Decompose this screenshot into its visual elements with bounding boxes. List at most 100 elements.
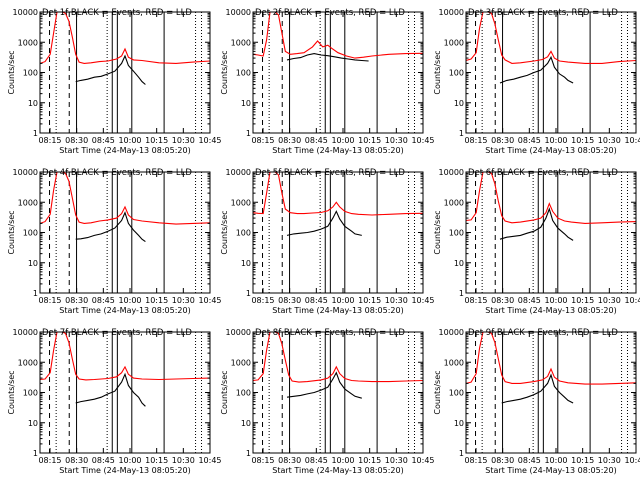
y-tick-label: 1000	[444, 358, 464, 367]
x-tick-label: 10:30	[385, 456, 408, 465]
x-tick-label: 08:45	[305, 296, 328, 305]
y-tick-label: 10	[241, 419, 251, 428]
x-tick-label: 08:30	[65, 456, 88, 465]
x-tick-label: 10:30	[172, 296, 195, 305]
x-tick-label: 08:30	[278, 456, 301, 465]
x-tick-label: 08:30	[278, 136, 301, 145]
y-tick-label: 100	[449, 229, 464, 238]
x-tick-label: 10:15	[145, 296, 168, 305]
y-tick-label: 10000	[226, 8, 251, 17]
events-series-line	[499, 207, 574, 241]
x-tick-label: 08:45	[518, 136, 541, 145]
x-tick-label: 08:15	[464, 456, 487, 465]
panel-title: Det 1f BLACK = Events, RED = LLD	[42, 8, 192, 18]
x-tick-label: 08:15	[38, 296, 61, 305]
x-tick-label: 08:30	[491, 296, 514, 305]
lld-series-line	[466, 172, 636, 224]
y-tick-label: 100	[236, 389, 251, 398]
series-group	[40, 332, 210, 407]
lld-series-line	[40, 12, 210, 64]
detector-panel: 1 10 100 1000 10000 08:15 08:30 08:45 10:00 10:15…	[433, 8, 640, 155]
x-tick-label: 10:15	[358, 296, 381, 305]
y-tick-label: 1	[246, 129, 251, 138]
x-tick-label: 08:15	[464, 296, 487, 305]
y-tick-label: 10000	[439, 168, 464, 177]
y-tick-label: 10000	[13, 8, 38, 17]
x-tick-label: 08:30	[491, 456, 514, 465]
panel-title: Det 8f BLACK = Events, RED = LLD	[255, 328, 405, 338]
y-axis-label: Counts/sec	[433, 210, 442, 254]
y-tick-label: 1000	[231, 358, 251, 367]
y-tick-label: 10	[28, 99, 38, 108]
plot-frame	[39, 171, 211, 294]
y-tick-label: 100	[449, 389, 464, 398]
detector-panel: 1 10 100 1000 10000 08:15 08:30 08:45 10:00 10:15…	[220, 328, 435, 475]
plot-frame	[465, 11, 637, 134]
y-tick-label: 1000	[18, 198, 38, 207]
events-series-line	[499, 55, 574, 84]
panel-title: Det 6f BLACK = Events, RED = LLD	[468, 168, 618, 178]
series-group	[253, 12, 423, 62]
detector-panel: 1 10 100 1000 10000 08:15 08:30 08:45 10:00 10:15…	[7, 328, 222, 475]
y-tick-label: 10	[454, 259, 464, 268]
lld-series-line	[466, 12, 636, 64]
lld-series-line	[253, 172, 423, 216]
x-axis-label: Start Time (24-May-13 08:05:20)	[272, 146, 403, 155]
y-axis-label: Counts/sec	[433, 50, 442, 94]
x-tick-label: 08:45	[92, 456, 115, 465]
x-tick-label: 10:15	[145, 136, 168, 145]
series-group	[466, 172, 636, 241]
panel-title: Det 4f BLACK = Events, RED = LLD	[42, 168, 192, 178]
panel-title: Det 3f BLACK = Events, RED = LLD	[468, 8, 618, 18]
x-axis-label: Start Time (24-May-13 08:05:20)	[59, 306, 190, 315]
events-series-line	[286, 210, 362, 236]
x-axis-label: Start Time (24-May-13 08:05:20)	[59, 466, 190, 475]
y-axis-label: Counts/sec	[7, 50, 16, 94]
x-tick-label: 08:30	[491, 136, 514, 145]
events-series-line	[286, 53, 369, 62]
lld-series-line	[466, 332, 636, 385]
x-tick-label: 10:45	[198, 296, 221, 305]
x-tick-label: 08:15	[251, 296, 274, 305]
x-tick-label: 10:00	[118, 456, 141, 465]
x-tick-label: 10:30	[385, 136, 408, 145]
panel-title: Det 2f BLACK = Events, RED = LLD	[255, 8, 405, 18]
y-tick-label: 10	[28, 419, 38, 428]
x-tick-label: 10:45	[198, 456, 221, 465]
x-tick-label: 08:45	[518, 296, 541, 305]
x-tick-label: 10:30	[598, 296, 621, 305]
x-tick-label: 10:30	[385, 296, 408, 305]
detector-panel: 1 10 100 1000 10000 08:15 08:30 08:45 10:00 10:15…	[7, 168, 222, 315]
x-tick-label: 10:45	[411, 456, 434, 465]
lld-series-line	[40, 172, 210, 225]
x-tick-label: 10:15	[358, 456, 381, 465]
x-tick-label: 10:45	[624, 296, 640, 305]
y-axis-label: Counts/sec	[7, 370, 16, 414]
events-series-line	[75, 372, 146, 407]
events-series-line	[75, 54, 146, 85]
plot-frame	[252, 11, 424, 134]
detector-panel: 1 10 100 1000 10000 08:15 08:30 08:45 10:00 10:15…	[433, 328, 640, 475]
plot-frame	[39, 11, 211, 134]
x-tick-label: 08:45	[92, 296, 115, 305]
y-tick-label: 10	[241, 99, 251, 108]
x-tick-label: 10:45	[411, 296, 434, 305]
y-tick-label: 1	[33, 449, 38, 458]
y-tick-label: 1	[246, 449, 251, 458]
x-tick-label: 08:45	[305, 136, 328, 145]
y-axis-label: Counts/sec	[220, 50, 229, 94]
panel-title: Det 5f BLACK = Events, RED = LLD	[255, 168, 405, 178]
detector-panel: 1 10 100 1000 10000 08:15 08:30 08:45 10:00 10:15…	[433, 168, 640, 315]
y-tick-label: 1	[246, 289, 251, 298]
x-tick-label: 10:00	[331, 296, 354, 305]
x-tick-label: 10:00	[331, 456, 354, 465]
y-tick-label: 1	[33, 289, 38, 298]
x-tick-label: 10:00	[118, 296, 141, 305]
x-tick-label: 10:30	[598, 456, 621, 465]
x-tick-label: 08:15	[251, 136, 274, 145]
x-axis-label: Start Time (24-May-13 08:05:20)	[272, 466, 403, 475]
series-group	[40, 12, 210, 85]
y-tick-label: 1000	[444, 38, 464, 47]
y-tick-label: 100	[23, 389, 38, 398]
